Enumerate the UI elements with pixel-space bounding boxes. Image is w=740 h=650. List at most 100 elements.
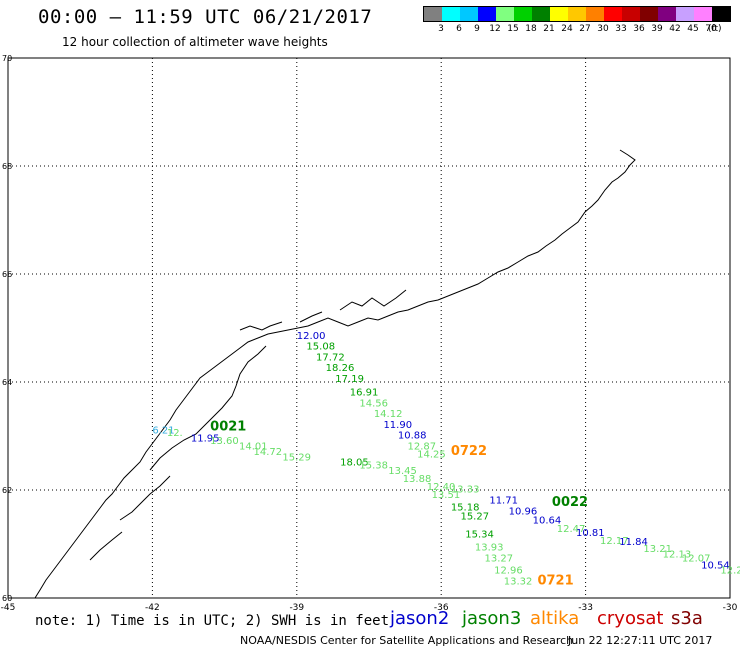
coastline — [34, 149, 636, 599]
map-title: 00:00 – 11:59 UTC 06/21/2017 — [38, 6, 373, 28]
longitude-tick-label: -39 — [289, 603, 304, 613]
wave-height-label: 13.60 — [210, 436, 239, 447]
colorbar-label: 6 — [456, 24, 462, 34]
legend-s3a: s3a — [671, 608, 703, 629]
colorbar-swatch — [658, 7, 676, 21]
wave-height-label: 10.81 — [576, 528, 605, 539]
latitude-tick-label: 66 — [2, 270, 12, 279]
colorbar-label: 9 — [474, 24, 480, 34]
wave-height-label: 11.90 — [383, 420, 412, 431]
wave-height-label: 12.40 — [427, 482, 456, 493]
pass-time-labels: 0021 0722 0022 0721 — [210, 420, 588, 589]
wave-height-label: 15.29 — [282, 452, 311, 463]
colorbar-swatch — [694, 7, 712, 21]
pass-time-label: 0721 — [537, 574, 573, 589]
colorbar-label: 15 — [507, 24, 519, 34]
wave-height-label: 12.47 — [557, 524, 586, 535]
wave-height-label: 16.91 — [350, 388, 379, 399]
longitude-tick-label: -36 — [434, 603, 449, 613]
wave-height-label: 18.26 — [326, 363, 355, 374]
colorbar-label: 36 — [633, 24, 645, 34]
wave-height-label: 11.95 — [191, 433, 220, 444]
wave-height-label: 14.25 — [417, 450, 446, 461]
latitude-tick-label: 64 — [2, 378, 12, 387]
wave-height-label: 12.96 — [494, 566, 523, 577]
wave-height-label: 18.05 — [340, 458, 369, 469]
wave-height-label: 13.45 — [388, 466, 417, 477]
wave-height-label: 11.84 — [619, 537, 648, 548]
colorbar-label: 33 — [615, 24, 627, 34]
colorbar-label: 70 — [705, 24, 717, 34]
legend-jason3: jason3 — [462, 608, 522, 629]
colorbar-swatch — [604, 7, 622, 21]
colorbar-swatch — [424, 7, 442, 21]
note-text: note: 1) Time is in UTC; 2) SWH is in fe… — [35, 613, 390, 629]
wave-height-label: 15.34 — [465, 530, 494, 541]
colorbar-label: 21 — [543, 24, 555, 34]
legend-cryosat: cryosat — [597, 608, 664, 629]
wave-height-label: 15.08 — [306, 342, 335, 353]
longitude-tick-label: -42 — [145, 603, 160, 613]
wave-height-label: 15.18 — [451, 503, 480, 514]
wave-height-label: 13.93 — [475, 542, 504, 553]
longitude-tick-label: -30 — [723, 603, 738, 613]
credit-text: NOAA/NESDIS Center for Satellite Applica… — [240, 634, 574, 647]
colorbar-swatch — [712, 7, 730, 21]
colorbar-swatch — [478, 7, 496, 21]
wave-height-label: 13.21 — [643, 544, 672, 555]
wave-height-label: 13.27 — [485, 553, 514, 564]
colorbar-swatch — [622, 7, 640, 21]
coastline-inner — [89, 289, 407, 561]
wave-height-label: 12. — [167, 428, 183, 439]
wave-height-label: 15.38 — [359, 460, 388, 471]
wave-height-label: 6.21 — [152, 425, 174, 436]
colorbar-label: 3 — [438, 24, 444, 34]
colorbar-swatch — [586, 7, 604, 21]
wave-height-label: 12.17 — [600, 536, 629, 547]
wave-height-label: 17.19 — [335, 374, 364, 385]
map-subtitle: 12 hour collection of altimeter wave hei… — [62, 35, 328, 49]
wave-height-label: 14.12 — [374, 409, 403, 420]
wave-height-label: 10.64 — [533, 515, 562, 526]
colorbar-label: 39 — [651, 24, 663, 34]
tick-labels: -45 -42 -39 -36 -33 -30 70 68 66 64 62 60 — [1, 54, 738, 613]
wave-height-label: 10.88 — [398, 431, 427, 442]
wave-height-label: 13.88 — [403, 474, 432, 485]
wave-height-label: 14.72 — [253, 447, 282, 458]
colorbar-label: 45 — [687, 24, 699, 34]
wave-height-label: 13.33 — [451, 485, 480, 496]
latitude-tick-label: 68 — [2, 162, 12, 171]
colorbar-swatch — [496, 7, 514, 21]
colorbar-label: 18 — [525, 24, 537, 34]
pass-time-label: 0722 — [451, 444, 487, 459]
colorbar-swatch — [550, 7, 568, 21]
wave-height-label: 12.00 — [297, 331, 326, 342]
colorbar-swatch — [442, 7, 460, 21]
wave-height-label: 10.96 — [509, 506, 538, 517]
map-frame — [7, 57, 731, 599]
latitude-tick-label: 60 — [2, 594, 12, 603]
wave-height-label: 14.56 — [359, 398, 388, 409]
longitude-tick-label: -33 — [578, 603, 593, 613]
wave-height-label: 12.07 — [682, 553, 711, 564]
wave-height-label: 13.51 — [432, 490, 461, 501]
colorbar-label: 27 — [579, 24, 591, 34]
colorbar — [423, 6, 731, 22]
latitude-tick-label: 62 — [2, 486, 12, 495]
colorbar-label: 30 — [597, 24, 609, 34]
pass-time-label: 0021 — [210, 420, 246, 435]
wave-height-label: 14.01 — [239, 442, 268, 453]
colorbar-swatch — [532, 7, 550, 21]
legend-jason2: jason2 — [390, 608, 450, 629]
colorbar-label: 24 — [561, 24, 573, 34]
wave-height-label: 12.87 — [408, 442, 437, 453]
legend-altika: altika — [530, 608, 580, 629]
latitude-tick-label: 70 — [2, 54, 12, 63]
colorbar-swatch — [514, 7, 532, 21]
wave-height-label: 10.54 — [701, 560, 730, 571]
colorbar-labels: 3 6 9 12 15 18 21 24 27 30 33 36 39 42 45 70 — [423, 24, 720, 34]
colorbar-swatch — [640, 7, 658, 21]
colorbar-label: 42 — [669, 24, 681, 34]
